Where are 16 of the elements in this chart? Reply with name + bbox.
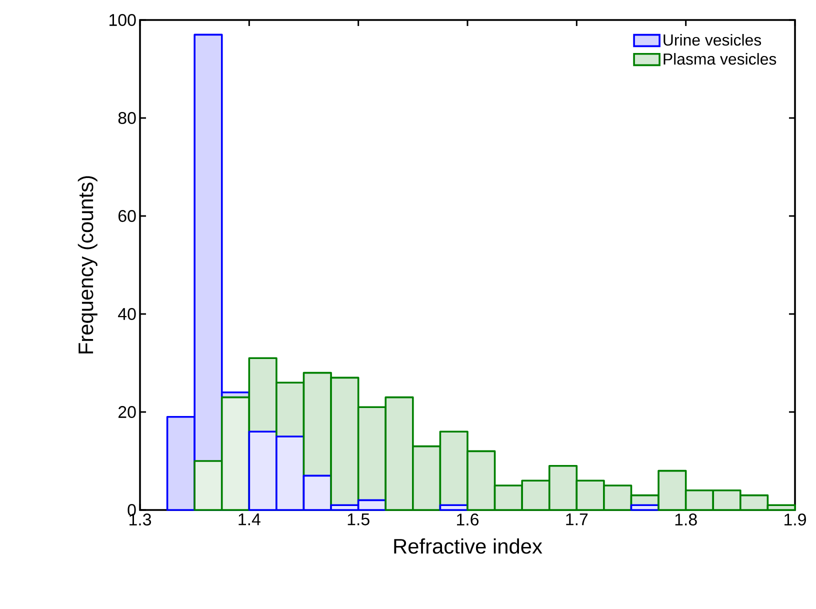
x-tick-label: 1.9 bbox=[784, 514, 806, 526]
y-tick-label: 20 bbox=[118, 406, 136, 418]
y-tick-label: 40 bbox=[118, 308, 136, 320]
x-tick-label: 1.5 bbox=[348, 514, 370, 526]
x-tick-label: 1.7 bbox=[566, 514, 588, 526]
x-tick-label: 1.6 bbox=[457, 514, 479, 526]
legend-label: Plasma vesicles bbox=[664, 53, 776, 65]
x-tick-label: 1.3 bbox=[130, 514, 152, 526]
y-tick-label: 80 bbox=[118, 112, 136, 124]
x-tick-label: 1.4 bbox=[238, 514, 260, 526]
x-tick-label: 1.8 bbox=[675, 514, 697, 526]
legend-label: Urine vesicles bbox=[664, 34, 762, 46]
y-axis-title: Frequency (counts) bbox=[78, 176, 98, 354]
y-tick-label: 60 bbox=[118, 210, 136, 222]
x-axis-title: Refractive index bbox=[394, 538, 542, 554]
y-tick-label: 100 bbox=[110, 14, 136, 26]
